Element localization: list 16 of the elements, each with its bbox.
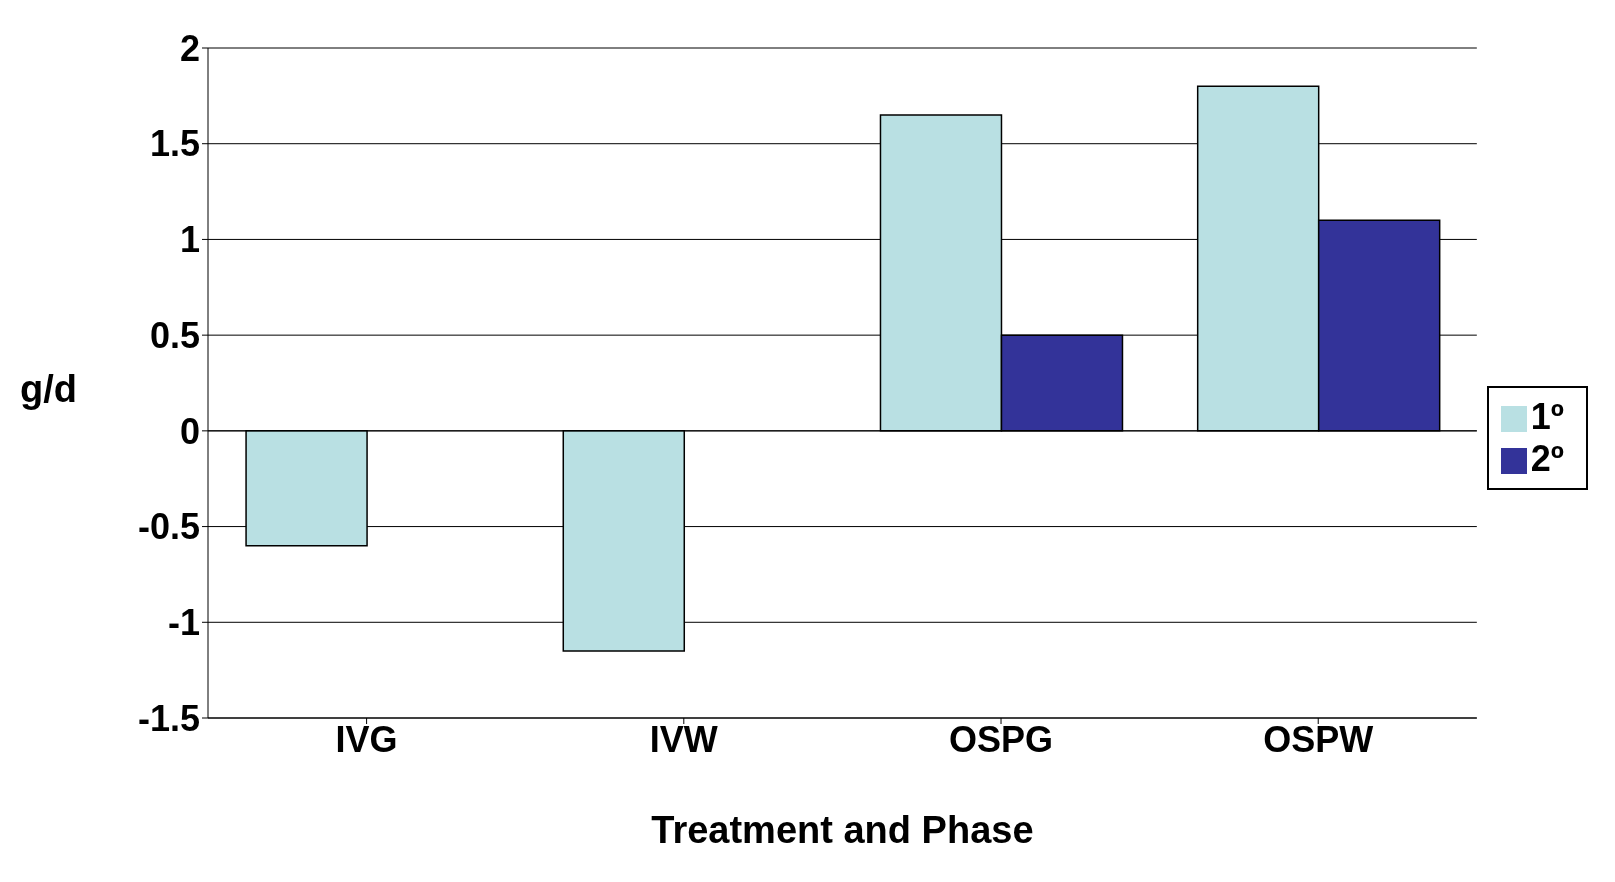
y-tick-label: -1.5 <box>137 697 200 739</box>
y-tick-label: 1 <box>179 219 200 261</box>
y-tick-label: 2 <box>179 27 200 69</box>
y-tick-label: -0.5 <box>137 506 200 548</box>
y-axis-title: g/d <box>20 368 77 411</box>
x-tick-label: IVW <box>649 718 718 760</box>
x-tick-label: IVG <box>335 718 398 760</box>
legend-label: 2º <box>1530 438 1564 479</box>
x-tick-label: OSPG <box>949 718 1054 760</box>
y-tick-label: 0.5 <box>149 314 200 356</box>
y-tick-label: 0 <box>179 410 200 452</box>
x-axis-title: Treatment and Phase <box>651 809 1034 851</box>
legend-label: 1º <box>1530 396 1564 437</box>
y-tick-label: -1 <box>167 602 200 644</box>
x-tick-label: OSPW <box>1263 718 1374 760</box>
y-tick-label: 1.5 <box>149 123 200 165</box>
